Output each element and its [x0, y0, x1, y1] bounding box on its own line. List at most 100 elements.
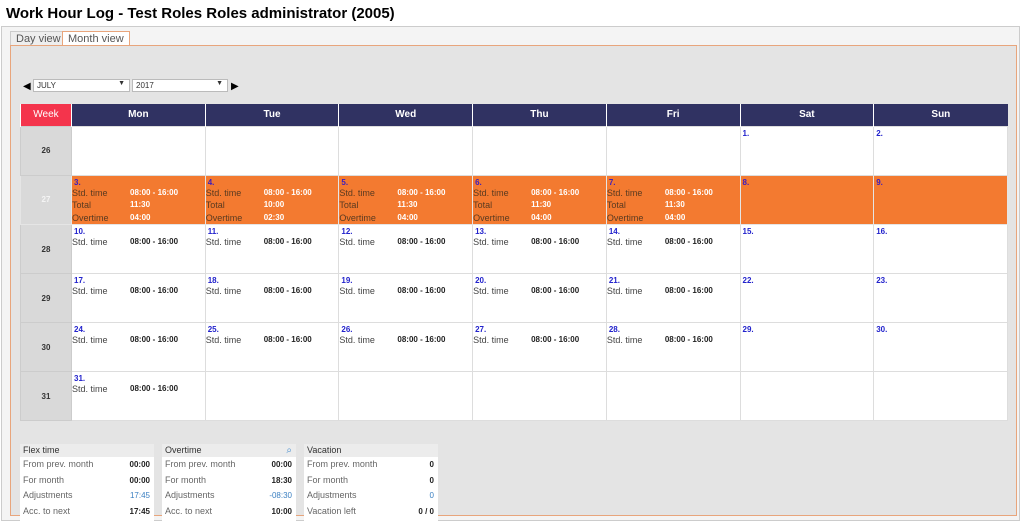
day-cell[interactable]: 19. Std. time 08:00 - 16:00: [338, 273, 474, 323]
day-number[interactable]: 19.: [341, 276, 353, 285]
std-time-line: Std. time 08:00 - 16:00: [72, 236, 205, 249]
std-time-value: 08:00 - 16:00: [397, 335, 446, 344]
month-select[interactable]: JULY ▼: [33, 79, 130, 92]
day-number[interactable]: 31.: [74, 374, 86, 383]
day-cell[interactable]: 8.: [739, 174, 875, 225]
day-number[interactable]: 18.: [207, 276, 219, 285]
day-number[interactable]: 23.: [876, 276, 888, 285]
day-cell[interactable]: 13. Std. time 08:00 - 16:00: [472, 224, 607, 274]
tab-day-view[interactable]: Day view: [10, 31, 67, 46]
total-label: Total: [205, 200, 225, 210]
magnifier-icon[interactable]: ⌕: [286, 445, 292, 456]
summary-row: Adjustments 0: [304, 488, 438, 504]
overtime-summary-title: Overtime ⌕: [162, 444, 296, 457]
day-number[interactable]: 21.: [608, 276, 620, 285]
day-cell[interactable]: 10. Std. time 08:00 - 16:00: [71, 224, 206, 274]
std-time-line: Std. time 08:00 - 16:00: [473, 236, 606, 249]
total-line: Total 11:30: [473, 199, 606, 212]
next-month-arrow-icon[interactable]: ▶: [231, 81, 239, 92]
day-cell[interactable]: 25. Std. time 08:00 - 16:00: [204, 322, 340, 372]
day-cell[interactable]: 1.: [739, 125, 875, 176]
day-cell: [739, 371, 875, 421]
day-number[interactable]: 5.: [341, 177, 349, 187]
day-cell[interactable]: 17. Std. time 08:00 - 16:00: [71, 273, 206, 323]
day-cell[interactable]: 16.: [873, 224, 1008, 274]
chevron-down-icon: ▼: [216, 80, 223, 87]
overtime-line: Overtime 04:00: [339, 212, 472, 225]
summary-row: For month 00:00: [20, 473, 154, 489]
day-cell[interactable]: 7. Std. time 08:00 - 16:00 Total 11:30 Overti…: [605, 174, 741, 225]
day-cell[interactable]: 31. Std. time 08:00 - 16:00: [71, 371, 206, 421]
day-number[interactable]: 25.: [207, 325, 219, 334]
day-number[interactable]: 14.: [608, 227, 620, 236]
day-number[interactable]: 2.: [876, 128, 883, 138]
day-number[interactable]: 11.: [207, 227, 219, 236]
day-number[interactable]: 13.: [475, 227, 487, 236]
month-view-panel: ◀ JULY ▼ 2017 ▼ ▶ Week Mon Tue Wed Thu Fri Sat S…: [10, 45, 1017, 525]
day-number[interactable]: 7.: [608, 177, 616, 187]
day-cell[interactable]: 15.: [739, 224, 875, 274]
day-cell[interactable]: 29.: [739, 322, 875, 372]
calendar-week-row: 28 10. Std. time 08:00 - 16:00 11. Std. time 0…: [20, 224, 1008, 274]
total-line: Total 11:30: [607, 199, 740, 212]
calendar-week-row: 30 24. Std. time 08:00 - 16:00 25. Std. time 0…: [20, 322, 1008, 372]
summary-label: For month: [165, 474, 207, 485]
day-cell[interactable]: 24. Std. time 08:00 - 16:00: [71, 322, 206, 372]
std-time-value: 08:00 - 16:00: [664, 286, 713, 295]
day-number[interactable]: 3.: [74, 177, 81, 187]
day-cell[interactable]: 11. Std. time 08:00 - 16:00: [204, 224, 340, 274]
day-cell[interactable]: 4. Std. time 08:00 - 16:00 Total 10:00 Overti…: [204, 174, 340, 225]
day-cell[interactable]: 18. Std. time 08:00 - 16:00: [204, 273, 340, 323]
day-cell[interactable]: 9.: [873, 174, 1008, 225]
day-cell[interactable]: 26. Std. time 08:00 - 16:00: [338, 322, 474, 372]
chevron-down-icon: ▼: [118, 80, 125, 87]
day-number[interactable]: 24.: [74, 325, 86, 334]
day-number[interactable]: 15.: [742, 227, 754, 236]
day-number[interactable]: 22.: [742, 276, 754, 285]
std-time-value: 08:00 - 16:00: [664, 237, 713, 246]
std-time-line: Std. time 08:00 - 16:00: [72, 334, 205, 347]
year-select[interactable]: 2017 ▼: [132, 79, 228, 92]
summary-value: 17:45: [129, 491, 150, 500]
day-cell[interactable]: 23.: [873, 273, 1008, 323]
day-cell[interactable]: 2.: [873, 125, 1008, 176]
week-number: 29: [20, 273, 72, 323]
overtime-line: Overtime 04:00: [473, 212, 606, 225]
day-number[interactable]: 20.: [475, 276, 487, 285]
total-label: Total: [606, 200, 626, 210]
std-time-value: 08:00 - 16:00: [130, 384, 179, 393]
day-cell[interactable]: 5. Std. time 08:00 - 16:00 Total 11:30 Overti…: [338, 174, 474, 225]
day-cell[interactable]: 30.: [873, 322, 1008, 372]
day-cell[interactable]: 3. Std. time 08:00 - 16:00 Total 11:30 Overti…: [71, 174, 206, 225]
day-number[interactable]: 29.: [742, 325, 754, 334]
day-cell[interactable]: 27. Std. time 08:00 - 16:00: [472, 322, 607, 372]
day-number[interactable]: 1.: [742, 128, 750, 138]
day-cell[interactable]: 6. Std. time 08:00 - 16:00 Total 11:30 Overti…: [472, 174, 607, 225]
day-cell[interactable]: 28. Std. time 08:00 - 16:00: [605, 322, 741, 372]
day-cell[interactable]: 21. Std. time 08:00 - 16:00: [605, 273, 741, 323]
flex-summary-title: Flex time: [20, 444, 154, 457]
std-time-label: Std. time: [606, 335, 643, 345]
tab-month-view[interactable]: Month view: [62, 31, 130, 46]
day-cell[interactable]: 14. Std. time 08:00 - 16:00: [605, 224, 741, 274]
day-number[interactable]: 8.: [742, 177, 750, 187]
day-number[interactable]: 27.: [475, 325, 487, 334]
day-cell[interactable]: 22.: [739, 273, 875, 323]
day-cell[interactable]: 12. Std. time 08:00 - 16:00: [338, 224, 474, 274]
day-number[interactable]: 30.: [876, 325, 888, 334]
day-number[interactable]: 17.: [74, 276, 86, 285]
day-number[interactable]: 9.: [876, 177, 883, 187]
prev-month-arrow-icon[interactable]: ◀: [23, 81, 31, 92]
day-number[interactable]: 10.: [74, 227, 86, 236]
day-number[interactable]: 16.: [876, 227, 888, 236]
day-number[interactable]: 12.: [341, 227, 353, 236]
std-time-label: Std. time: [339, 237, 375, 247]
std-time-line: Std. time 08:00 - 16:00: [72, 383, 205, 396]
overtime-value: 02:30: [263, 212, 285, 222]
day-number[interactable]: 28.: [608, 325, 620, 334]
day-number[interactable]: 26.: [341, 325, 353, 334]
day-number[interactable]: 6.: [475, 177, 482, 187]
day-cell[interactable]: 20. Std. time 08:00 - 16:00: [472, 273, 607, 323]
day-number[interactable]: 4.: [207, 177, 215, 187]
std-time-label: Std. time: [473, 286, 509, 296]
